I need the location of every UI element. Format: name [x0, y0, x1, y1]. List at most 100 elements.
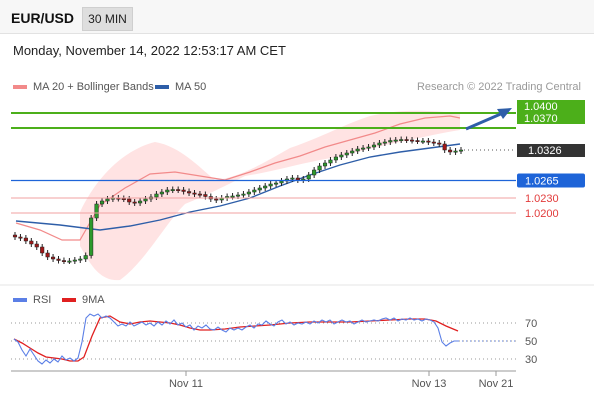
candle-body: [165, 189, 170, 193]
rsi-line: [13, 313, 458, 365]
candle-body: [420, 140, 425, 143]
resistance-label-box: [517, 100, 585, 112]
time-tick-label: Nov 21: [479, 378, 514, 390]
candle-body: [366, 146, 371, 149]
candle-body: [72, 259, 77, 262]
candle-body: [18, 236, 23, 239]
candle-body: [203, 194, 208, 197]
candle-body: [170, 189, 175, 191]
candle-body: [246, 191, 251, 195]
candle-body: [241, 193, 246, 196]
candle-body: [312, 169, 317, 176]
rsi9ma-legend-label: 9MA: [82, 294, 105, 306]
candle-body: [409, 139, 415, 142]
candle-body: [235, 194, 241, 197]
candle-body: [263, 185, 268, 189]
candle-body: [23, 237, 28, 242]
time-tick-label: Nov 13: [412, 378, 447, 390]
candle-body: [306, 174, 311, 180]
candle-body: [51, 256, 56, 260]
candle-body: [426, 140, 431, 143]
candle-body: [78, 258, 83, 261]
candle-body: [159, 191, 164, 195]
candle-body: [322, 162, 328, 167]
candle-body: [230, 195, 235, 198]
candle-body: [448, 149, 453, 153]
candle-body: [328, 159, 333, 164]
ma50-legend-label: MA 50: [175, 81, 207, 93]
candle-body: [344, 152, 349, 156]
candle-body: [257, 187, 262, 191]
candle-body: [181, 189, 186, 192]
candle-body: [154, 193, 159, 198]
candle-body: [437, 142, 442, 145]
candle-body: [333, 156, 338, 161]
support-label: 1.0200: [525, 208, 559, 220]
candle-body: [404, 139, 409, 141]
rsi-tick-label: 50: [525, 336, 537, 348]
candle-body: [34, 243, 39, 248]
candle-body: [197, 193, 202, 196]
candle-body: [83, 255, 88, 260]
ma50-legend-swatch: [155, 85, 169, 89]
rsi-9ma-line: [13, 315, 459, 362]
ma20-legend-label: MA 20 + Bollinger Bands: [33, 81, 154, 93]
last-price-label-box: [517, 144, 585, 157]
candle-body: [127, 198, 132, 203]
support-label: 1.0230: [525, 193, 559, 205]
candle-body: [61, 260, 67, 262]
candle-body: [274, 182, 279, 185]
candle-body: [393, 139, 398, 142]
time-tick-label: Nov 11: [169, 378, 203, 390]
bollinger-band-area: [80, 110, 460, 281]
candle-body: [399, 139, 404, 141]
rsi-tick-label: 30: [525, 354, 537, 366]
candle-body: [442, 143, 447, 151]
resistance-label-box: [517, 112, 585, 124]
candle-body: [350, 150, 355, 154]
ma20-line: [15, 115, 461, 241]
candle-body: [176, 189, 181, 191]
candle-body: [295, 177, 300, 181]
candle-body: [431, 141, 436, 144]
candle-body: [382, 141, 387, 144]
candle-body: [361, 147, 366, 150]
candle-body: [138, 200, 143, 204]
candle-body: [388, 140, 393, 143]
resistance-label: 1.0400: [524, 101, 558, 113]
ma20-legend-swatch: [13, 85, 27, 89]
candle-body: [186, 191, 192, 194]
candle-body: [371, 144, 377, 148]
candle-body: [214, 198, 219, 201]
candle-body: [192, 192, 197, 195]
target-arrow-shaft: [465, 111, 504, 131]
candle-body: [268, 183, 273, 187]
candle-body: [99, 200, 105, 205]
pivot-label-box: [517, 173, 585, 188]
candle-body: [89, 217, 94, 256]
candle-body: [458, 149, 464, 152]
candle-body: [290, 177, 295, 180]
candle-body: [132, 201, 137, 204]
target-arrow-head: [497, 108, 512, 119]
candle-body: [94, 203, 99, 219]
candle-body: [29, 240, 34, 245]
timeframe-button[interactable]: 30 MIN: [82, 7, 133, 31]
candle-body: [143, 198, 148, 202]
rsi-legend-label: RSI: [33, 294, 52, 306]
currency-pair-title: EUR/USD: [11, 10, 75, 26]
candle-body: [56, 258, 61, 261]
candle-body: [453, 150, 458, 153]
rsi-tick-label: 70: [525, 318, 537, 330]
resistance-label: 1.0370: [524, 113, 558, 125]
pivot-label: 1.0265: [525, 176, 559, 188]
candle-body: [67, 260, 72, 263]
candle-body: [45, 252, 50, 258]
last-price-label: 1.0326: [528, 145, 562, 157]
candle-body: [252, 189, 257, 193]
candle-body: [339, 154, 344, 158]
candle-body: [12, 234, 18, 238]
timestamp-text: Monday, November 14, 2022 12:53:17 AM CE…: [13, 43, 286, 58]
